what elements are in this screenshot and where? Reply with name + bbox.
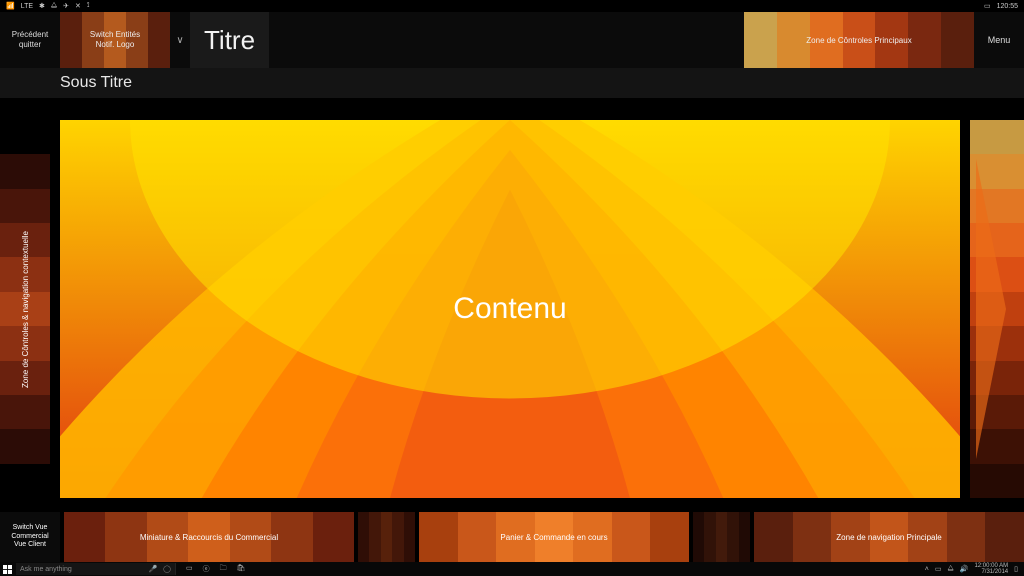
clock-date: 7/31/2014 <box>974 569 1008 575</box>
caret-glyph: ∨ <box>176 35 183 46</box>
back-label-line1: Précédent <box>0 30 60 40</box>
phone-status-bar: 📶 LTE ✱ ⧋ ✈ ✕ ⟟ ▭ 120:55 <box>0 0 1024 12</box>
title-text: Titre <box>204 25 255 56</box>
signal-icon: 📶 <box>6 2 15 10</box>
explorer-icon[interactable]: 🗀 <box>220 564 227 575</box>
cart-order-zone[interactable]: Panier & Commande en cours <box>419 512 689 562</box>
location-icon: ⟟ <box>87 2 90 10</box>
cortana-search-box[interactable]: Ask me anything 🎤 ◯ <box>16 563 176 575</box>
bluetooth-icon: ✱ <box>39 2 45 10</box>
main-controls-zone[interactable]: Zone de Côntroles Principaux <box>744 12 974 68</box>
nav-label: Zone de navigation Principale <box>836 533 941 542</box>
subtitle-text: Sous Titre <box>60 74 132 92</box>
footer-gap-1 <box>358 512 415 562</box>
action-center-icon[interactable]: ▯ <box>1014 565 1018 573</box>
tray-chevron-icon[interactable]: ˄ <box>925 566 929 573</box>
search-placeholder: Ask me anything <box>20 566 72 573</box>
switch-view-line1: Switch Vue <box>13 524 48 532</box>
content-area: Contenu <box>60 120 960 498</box>
footer-gap-2 <box>693 512 750 562</box>
menu-label: Menu <box>988 35 1011 45</box>
cart-label: Panier & Commande en cours <box>500 533 607 542</box>
windows-taskbar: Ask me anything 🎤 ◯ ▭ ⓔ 🗀 🛍 ˄ ▭ ⧋ 🔊 12:0… <box>0 562 1024 576</box>
taskbar-pinned-apps: ▭ ⓔ 🗀 🛍 <box>186 564 246 575</box>
network-label: LTE <box>21 3 33 10</box>
miniature-shortcuts-zone[interactable]: Miniature & Raccourcis du Commercial <box>64 512 354 562</box>
switch-label-line1: Switch Entités <box>60 30 170 40</box>
back-label-line2: quitter <box>0 40 60 50</box>
main-navigation-zone[interactable]: Zone de navigation Principale <box>754 512 1024 562</box>
right-arrow-icon <box>976 159 1006 459</box>
cortana-circle-icon[interactable]: ◯ <box>163 565 171 573</box>
wifi-icon: ⧋ <box>51 2 57 10</box>
start-button[interactable] <box>0 562 14 576</box>
back-quit-button[interactable]: Précédent quitter <box>0 12 60 68</box>
switch-view-line3: Vue Client <box>14 541 46 549</box>
status-time: 120:55 <box>997 3 1018 10</box>
status-left-group: 📶 LTE ✱ ⧋ ✈ ✕ ⟟ <box>6 2 90 10</box>
app-header: Précédent quitter Switch Entités Notif. … <box>0 12 1024 68</box>
left-rail-label: Zone de Côntroles & navigation contextue… <box>21 231 30 388</box>
footer-zones: Switch Vue Commercial Vue Client Miniatu… <box>0 512 1024 562</box>
status-right-group: ▭ 120:55 <box>984 2 1018 10</box>
subtitle-bar: Sous Titre <box>0 68 1024 98</box>
switch-view-line2: Commercial <box>11 533 48 541</box>
footer-gap-1-band <box>358 512 415 562</box>
page-title: Titre <box>190 12 269 68</box>
battery-icon: ▭ <box>984 2 991 10</box>
dropdown-caret-icon[interactable]: ∨ <box>170 12 190 68</box>
footer-gap-2-band <box>693 512 750 562</box>
mic-icon[interactable]: 🎤 <box>148 565 157 573</box>
vibrate-icon: ✕ <box>75 2 81 10</box>
miniature-label: Miniature & Raccourcis du Commercial <box>140 533 278 542</box>
menu-button[interactable]: Menu <box>974 12 1024 68</box>
switch-view-button[interactable]: Switch Vue Commercial Vue Client <box>0 512 60 562</box>
store-icon[interactable]: 🛍 <box>237 564 246 575</box>
content-label: Contenu <box>453 292 566 326</box>
taskbar-systray: ˄ ▭ ⧋ 🔊 12:00:00 AM 7/31/2014 ▯ <box>925 563 1024 575</box>
windows-icon <box>3 565 12 574</box>
taskbar-clock[interactable]: 12:00:00 AM 7/31/2014 <box>974 563 1008 575</box>
task-view-icon[interactable]: ▭ <box>186 564 193 575</box>
entity-switch-button[interactable]: Switch Entités Notif. Logo <box>60 12 170 68</box>
main-controls-label: Zone de Côntroles Principaux <box>806 36 911 45</box>
wifi-tray-icon[interactable]: ⧋ <box>947 565 953 573</box>
edge-icon[interactable]: ⓔ <box>203 564 210 575</box>
switch-label-line2: Notif. Logo <box>60 40 170 50</box>
battery-tray-icon[interactable]: ▭ <box>935 565 942 573</box>
header-spacer <box>269 12 744 68</box>
right-rail[interactable] <box>970 120 1024 498</box>
airplane-icon: ✈ <box>63 2 69 10</box>
volume-icon[interactable]: 🔊 <box>960 565 969 573</box>
left-contextual-rail[interactable]: Zone de Côntroles & navigation contextue… <box>0 120 50 498</box>
